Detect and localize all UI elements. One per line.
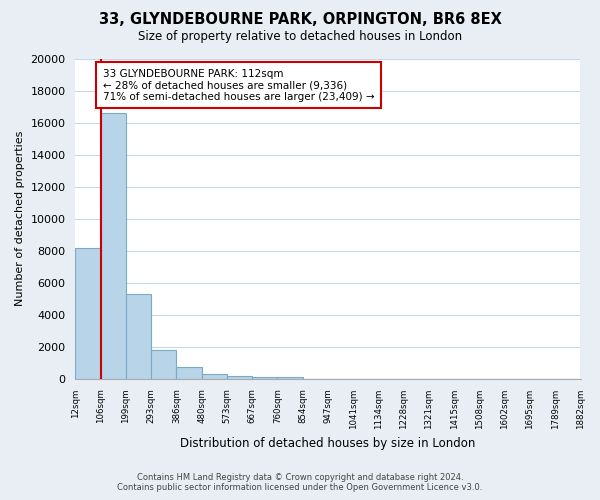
Bar — [76, 248, 101, 378]
Bar — [176, 366, 202, 378]
Bar — [151, 350, 176, 378]
Text: Size of property relative to detached houses in London: Size of property relative to detached ho… — [138, 30, 462, 43]
Bar — [101, 114, 126, 378]
Text: Contains HM Land Registry data © Crown copyright and database right 2024.
Contai: Contains HM Land Registry data © Crown c… — [118, 473, 482, 492]
Bar — [277, 377, 302, 378]
X-axis label: Distribution of detached houses by size in London: Distribution of detached houses by size … — [180, 437, 476, 450]
Y-axis label: Number of detached properties: Number of detached properties — [15, 131, 25, 306]
Bar — [227, 376, 252, 378]
Bar — [126, 294, 151, 378]
Text: 33, GLYNDEBOURNE PARK, ORPINGTON, BR6 8EX: 33, GLYNDEBOURNE PARK, ORPINGTON, BR6 8E… — [98, 12, 502, 28]
Bar — [252, 377, 277, 378]
Text: 33 GLYNDEBOURNE PARK: 112sqm
← 28% of detached houses are smaller (9,336)
71% of: 33 GLYNDEBOURNE PARK: 112sqm ← 28% of de… — [103, 68, 374, 102]
Bar — [202, 374, 227, 378]
